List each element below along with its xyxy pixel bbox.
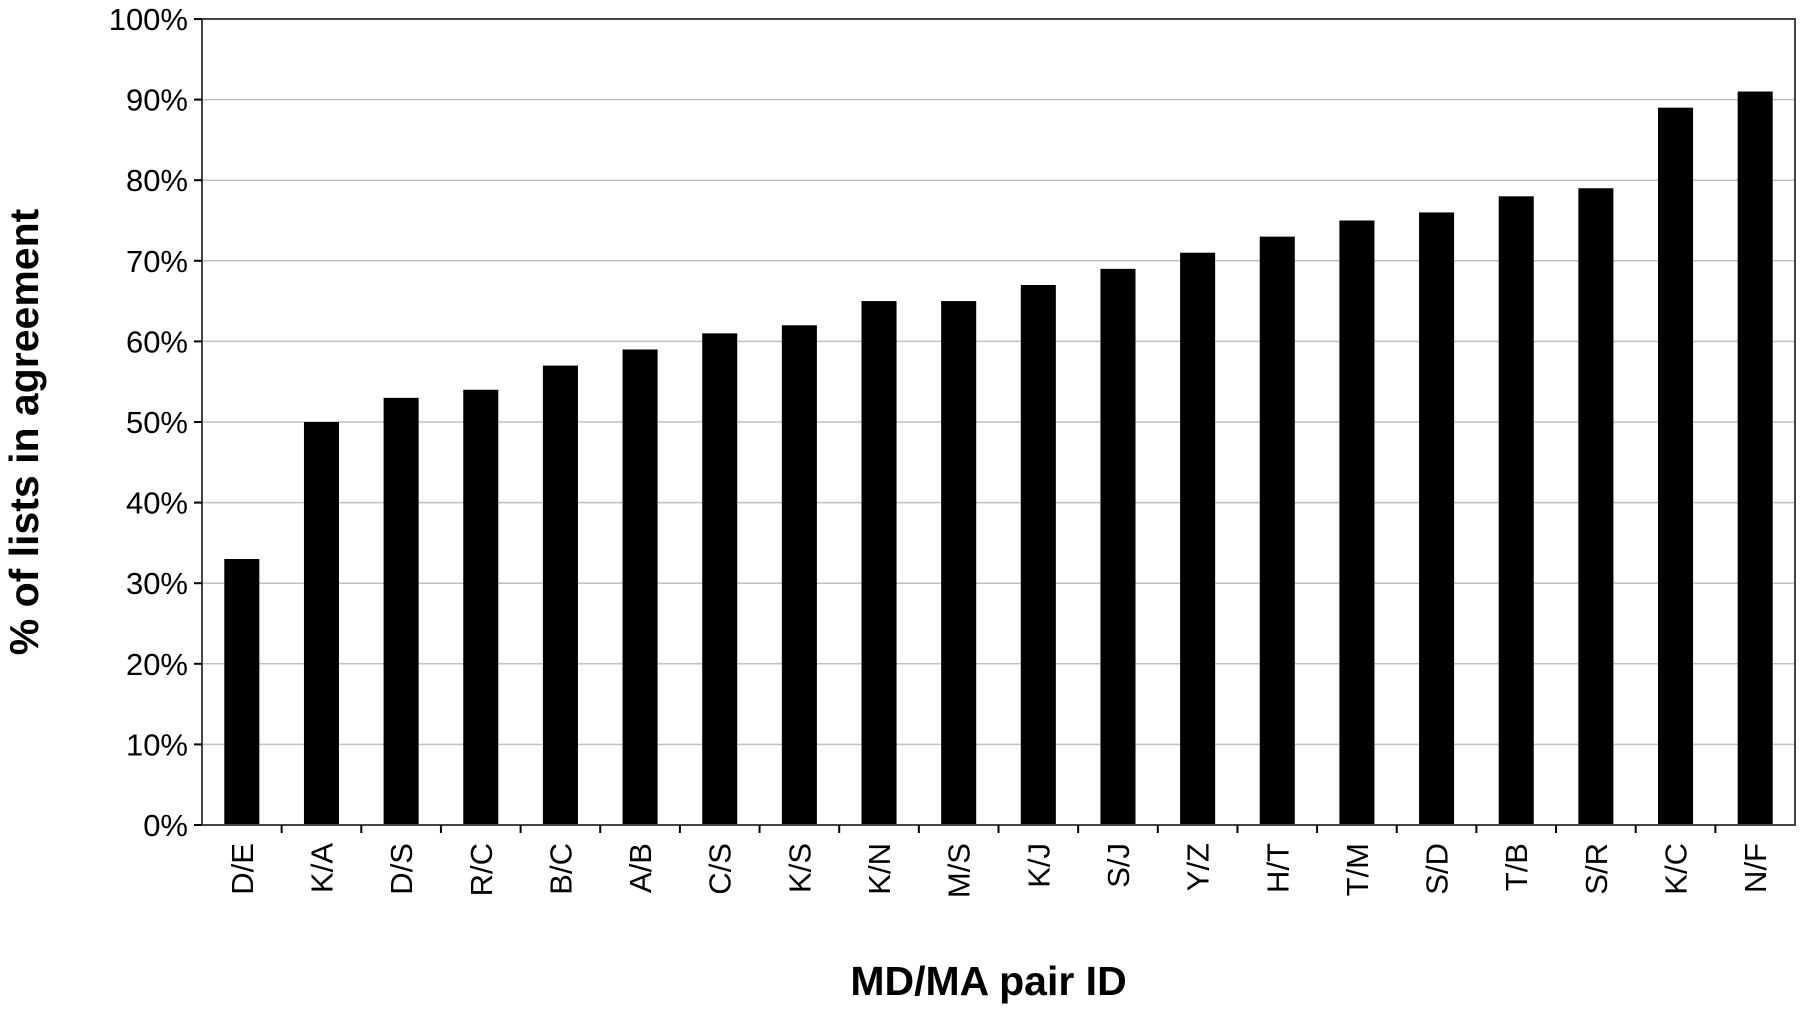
bar (702, 333, 738, 825)
bar (1419, 212, 1455, 825)
x-tick-label: A/B (623, 843, 658, 893)
bar (1259, 236, 1295, 825)
bar (1737, 91, 1773, 826)
x-tick-label: T/B (1499, 843, 1534, 891)
bar (1498, 196, 1534, 825)
y-tick-label: 70% (126, 244, 188, 279)
bar (1100, 268, 1136, 825)
y-tick-label: 30% (126, 566, 188, 601)
x-tick-label: K/N (862, 843, 897, 895)
bar (383, 397, 419, 825)
bar (781, 325, 817, 825)
y-axis-title: % of lists in agreement (1, 208, 47, 655)
bar (1658, 107, 1694, 825)
y-tick-label: 40% (126, 486, 188, 521)
x-tick-label: S/J (1101, 843, 1136, 888)
x-tick-label: K/C (1659, 843, 1694, 895)
x-tick-label: D/S (384, 843, 419, 895)
y-tick-label: 10% (126, 727, 188, 762)
y-tick-label: 80% (126, 163, 188, 198)
y-tick-label: 0% (143, 808, 188, 843)
bar (1020, 284, 1056, 826)
bar (1578, 188, 1614, 825)
x-tick-label: H/T (1260, 843, 1295, 893)
x-tick-label: S/D (1420, 843, 1455, 895)
x-axis-title: MD/MA pair ID (850, 958, 1126, 1004)
x-tick-label: M/S (942, 843, 977, 898)
bar (542, 365, 578, 825)
y-tick-label: 100% (109, 2, 188, 37)
x-tick-label: C/S (703, 843, 738, 895)
x-tick-label: S/R (1579, 843, 1614, 895)
x-tick-label: K/S (782, 843, 817, 893)
bars (224, 91, 1773, 826)
bar (224, 559, 260, 825)
x-tick-label: D/E (225, 843, 260, 895)
bar (941, 301, 977, 826)
bar (463, 389, 499, 825)
bar (303, 422, 339, 825)
bar (1180, 252, 1216, 826)
y-tick-label: 60% (126, 324, 188, 359)
bar (1339, 220, 1375, 825)
x-tick-label: T/M (1340, 843, 1375, 896)
y-tick-label: 50% (126, 405, 188, 440)
x-tick-label: R/C (464, 843, 499, 896)
x-tick-label: B/C (543, 843, 578, 895)
bar (861, 301, 897, 826)
y-axis-ticks: 0% 10% 20% 30% 40% 50% 60% 70% 80% 90% 100% (109, 2, 202, 843)
x-tick-label: K/A (304, 843, 339, 893)
x-tick-label: K/J (1021, 843, 1056, 888)
y-tick-label: 20% (126, 647, 188, 682)
x-tick-label: Y/Z (1181, 843, 1216, 891)
y-tick-label: 90% (126, 83, 188, 118)
x-tick-label: N/F (1738, 843, 1773, 893)
bar (622, 349, 658, 825)
x-axis-ticks: D/E K/A D/S R/C B/C A/B C/S K/S K/N M/S K/J S/J Y/Z H… (225, 825, 1773, 898)
